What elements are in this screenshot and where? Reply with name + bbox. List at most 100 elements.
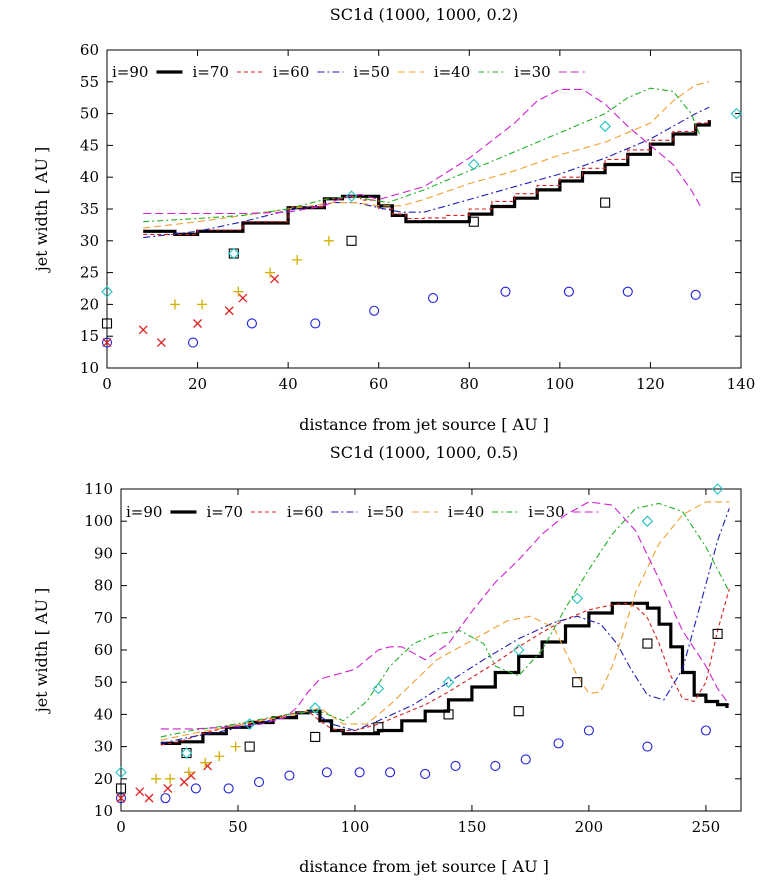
obs-square-point [642,638,653,649]
y-tick-label: 30 [94,738,113,756]
series-line-i50 [143,106,710,239]
y-tick-label: 40 [80,168,99,186]
y-tick-label: 80 [94,577,113,595]
y-tick-label: 45 [80,136,99,154]
series-line-i50 [160,508,730,744]
series-line-i30 [160,502,730,738]
plot-frame [120,488,742,812]
obs-circle-point [101,337,113,348]
obs-square-point [600,197,611,208]
x-tick-label: 250 [692,818,721,836]
obs-diamond-point [730,107,743,120]
obs-circle-point [450,760,461,771]
obs-plus-point [169,299,180,310]
obs-square-point [115,783,127,794]
x-tick-label: 20 [188,375,207,393]
obs-circle-point [700,725,711,736]
legend-label-i90: i=90 [112,63,148,81]
x-tick-label: 200 [575,818,604,836]
obs-circle-point [115,793,127,804]
y-tick-label: 20 [94,770,113,788]
obs-cross-point [270,274,280,284]
obs-diamond-point [309,702,321,714]
obs-circle-point [420,768,431,780]
chart-top: SC1d (1000, 1000, 0.2) distance from jet… [32,5,755,434]
obs-plus-point [197,299,208,310]
y-tick-label: 50 [94,673,113,691]
obs-square-point [181,747,192,759]
obs-diamond-point [512,644,525,656]
obs-plus-point [230,741,241,752]
obs-circle-point [690,289,701,300]
series-line-i40 [143,81,710,229]
obs-circle-point [369,305,380,316]
obs-circle-point [187,337,199,348]
y-tick-label: 15 [80,327,99,345]
obs-plus-point [323,235,334,246]
obs-circle-point [622,286,633,297]
y-tick-label: 50 [80,105,99,123]
obs-circle-point [563,286,574,297]
obs-circle-point [520,754,531,765]
x-tick-label: 150 [458,818,487,836]
chart-top-xlabel: distance from jet source [ AU ] [299,415,549,434]
series-line-i40 [160,501,730,741]
obs-plus-point [165,773,176,784]
obs-circle-point [642,741,653,752]
obs-square-point [731,172,742,183]
chart-bottom-xlabel: distance from jet source [ AU ] [299,857,549,876]
x-tick-label: 60 [369,375,388,393]
chart-top-ticks: 0 20 40 60 80 100 120 140 10 15 20 25 30 35 40 45 50 55 60 [80,41,755,393]
obs-circle-point [583,725,594,736]
obs-diamond-point [345,190,358,203]
obs-circle-point [354,767,365,778]
obs-diamond-point [711,483,724,495]
chart-bottom-plot-area [115,483,730,804]
obs-square-point [101,318,113,329]
chart-top-plot-area [101,81,743,348]
obs-diamond-point [641,515,654,527]
y-tick-label: 10 [94,802,113,820]
obs-circle-point [160,793,171,804]
obs-square-point [310,731,321,742]
obs-square-point [373,722,384,733]
obs-cross-point [144,793,154,803]
obs-circle-point [246,318,257,329]
y-tick-label: 20 [80,295,99,313]
series-line-i70 [160,601,729,745]
obs-square-point [513,706,524,717]
obs-circle-point [321,767,332,778]
obs-square-point [572,677,583,688]
legend-label-i50: i=50 [367,503,403,521]
y-tick-label: 70 [94,609,113,627]
obs-cross-point [116,793,126,803]
x-tick-label: 100 [341,818,370,836]
obs-plus-point [183,767,194,778]
y-tick-label: 10 [80,359,99,377]
obs-square-point [443,709,454,720]
obs-plus-point [265,267,276,278]
legend-label-i70: i=70 [192,63,228,81]
obs-plus-point [200,757,211,768]
obs-cross-point [238,293,248,303]
chart-top-title: SC1d (1000, 1000, 0.2) [330,5,518,24]
obs-diamond-point [243,718,256,730]
obs-plus-point [214,751,225,762]
y-tick-label: 60 [94,641,113,659]
x-tick-label: 0 [102,375,112,393]
obs-circle-point [428,292,439,304]
obs-diamond-point [599,120,611,133]
obs-plus-point [233,286,244,297]
obs-diamond-point [571,592,584,605]
clipped-area [143,81,711,239]
obs-circle-point [385,767,396,778]
obs-square-point [712,628,723,639]
obs-circle-point [284,770,295,781]
x-tick-label: 80 [460,375,479,393]
chart-bottom-legend: i=90 i=70 i=60 i=50 i=40 i=30 [126,503,599,521]
obs-diamond-point [372,682,385,695]
obs-cross-point [224,306,234,316]
obs-plus-point [151,773,162,784]
legend-label-i90: i=90 [126,503,162,521]
